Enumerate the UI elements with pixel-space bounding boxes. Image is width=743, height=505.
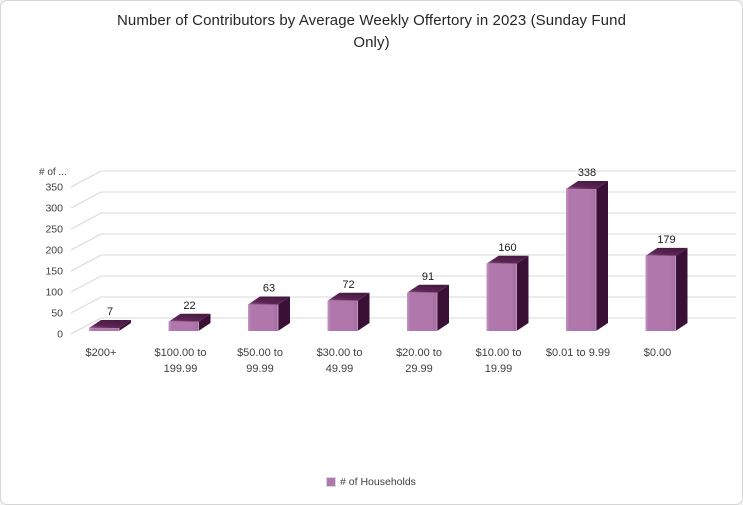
bar-value-label: 179 bbox=[657, 234, 675, 246]
bar-side-face bbox=[119, 320, 131, 331]
bar-front-face bbox=[327, 300, 358, 331]
bar-front-face bbox=[566, 189, 596, 331]
bar-side-face bbox=[357, 292, 370, 331]
bar-value-label: 91 bbox=[422, 271, 434, 283]
legend-label: # of Households bbox=[340, 476, 416, 488]
bar-top-face bbox=[248, 296, 290, 305]
bar-top-face bbox=[89, 320, 131, 329]
gridline bbox=[70, 212, 736, 230]
chart-title: Number of Contributors by Average Weekly… bbox=[1, 10, 742, 54]
x-category-label: $10.00 to 19.99 bbox=[476, 347, 522, 375]
bar-value-label: 63 bbox=[263, 283, 275, 295]
x-axis-category-labels: $200+ $100.00 to 199.99 $50.00 to 99.99 $30.0… bbox=[86, 347, 672, 375]
bar-side-face bbox=[675, 247, 688, 331]
y-tick-label: 0 bbox=[57, 329, 63, 341]
y-tick-label: 100 bbox=[45, 287, 63, 299]
bar-top-face bbox=[486, 255, 529, 264]
bar-top-face bbox=[327, 292, 370, 301]
bar-front-face bbox=[486, 263, 517, 331]
bar-side-face bbox=[198, 313, 211, 331]
bar-value-label: 22 bbox=[183, 300, 195, 312]
bar-front-face bbox=[248, 304, 278, 331]
gridline bbox=[70, 275, 736, 293]
x-category-label: $100.00 to 199.99 bbox=[155, 347, 207, 375]
bar-top-face bbox=[168, 313, 211, 322]
bar-front-face bbox=[645, 255, 676, 331]
bar-side-face bbox=[437, 284, 449, 331]
bar-side-face bbox=[596, 181, 608, 331]
x-category-label: $0.01 to 9.99 bbox=[546, 347, 610, 359]
gridlines bbox=[70, 170, 736, 335]
bar: 63 bbox=[248, 283, 290, 331]
y-tick-label: 350 bbox=[45, 182, 63, 194]
y-axis-tick-labels: 0 50 100 150 200 250 300 350 bbox=[45, 182, 63, 341]
bar-side-face bbox=[516, 255, 529, 331]
bar: 338 bbox=[566, 167, 608, 331]
bar-front-face bbox=[407, 292, 437, 331]
chart-legend: # of Households bbox=[1, 476, 742, 488]
bar: 179 bbox=[645, 234, 688, 331]
bar-series: 7 22 63 72 91 160 338 179 bbox=[89, 167, 688, 331]
bar: 91 bbox=[407, 271, 449, 331]
bar-top-face bbox=[566, 181, 608, 190]
x-category-label: $20.00 to 29.99 bbox=[396, 347, 442, 375]
bar: 7 bbox=[89, 306, 131, 331]
gridline bbox=[70, 254, 736, 272]
bar-value-label: 72 bbox=[342, 279, 354, 291]
chart-title-line-2: Only) bbox=[353, 34, 390, 51]
y-tick-label: 250 bbox=[45, 224, 63, 236]
bar: 160 bbox=[486, 242, 529, 331]
y-axis-title: # of ... bbox=[39, 167, 67, 178]
gridline bbox=[70, 296, 736, 314]
legend-swatch-icon bbox=[326, 477, 337, 487]
bar-front-face bbox=[168, 321, 199, 331]
bar-value-label: 160 bbox=[498, 242, 516, 254]
bar-front-face bbox=[89, 328, 119, 331]
gridline bbox=[70, 191, 736, 209]
bar: 72 bbox=[327, 279, 370, 331]
y-tick-label: 300 bbox=[45, 203, 63, 215]
gridline bbox=[70, 170, 736, 188]
bar-side-face bbox=[278, 296, 290, 331]
y-tick-label: 200 bbox=[45, 245, 63, 257]
x-category-label: $0.00 bbox=[644, 347, 672, 359]
gridline bbox=[70, 233, 736, 251]
chart-title-line-1: Number of Contributors by Average Weekly… bbox=[116, 12, 627, 29]
y-tick-label: 150 bbox=[45, 266, 63, 278]
y-tick-label: 50 bbox=[51, 308, 63, 320]
x-category-label: $30.00 to 49.99 bbox=[317, 347, 363, 375]
bar: 22 bbox=[168, 300, 211, 331]
x-category-label: $200+ bbox=[86, 347, 117, 359]
bar-value-label: 338 bbox=[578, 167, 596, 179]
bar-top-face bbox=[645, 247, 688, 256]
x-category-label: $50.00 to 99.99 bbox=[237, 347, 283, 375]
bar-value-label: 7 bbox=[107, 306, 113, 318]
bar-top-face bbox=[407, 284, 449, 293]
